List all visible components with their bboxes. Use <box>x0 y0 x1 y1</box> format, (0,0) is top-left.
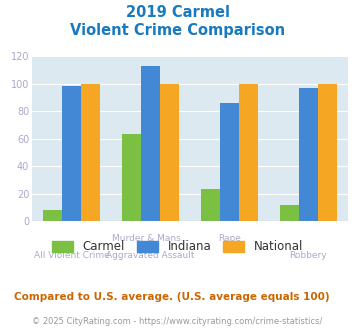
Bar <box>299 88 318 221</box>
Bar <box>318 83 337 221</box>
Text: Robbery: Robbery <box>290 251 327 260</box>
Text: © 2025 CityRating.com - https://www.cityrating.com/crime-statistics/: © 2025 CityRating.com - https://www.city… <box>32 317 323 326</box>
Text: All Violent Crime: All Violent Crime <box>34 251 109 260</box>
Bar <box>220 103 239 221</box>
Text: Compared to U.S. average. (U.S. average equals 100): Compared to U.S. average. (U.S. average … <box>14 292 330 302</box>
Text: 2019 Carmel: 2019 Carmel <box>126 5 229 20</box>
Bar <box>62 86 81 221</box>
Bar <box>81 83 100 221</box>
Bar <box>122 134 141 221</box>
Text: Murder & Mans...: Murder & Mans... <box>112 234 189 243</box>
Bar <box>160 83 179 221</box>
Text: Violent Crime Comparison: Violent Crime Comparison <box>70 23 285 38</box>
Bar <box>141 66 160 221</box>
Text: Aggravated Assault: Aggravated Assault <box>106 251 195 260</box>
Bar <box>239 83 258 221</box>
Legend: Carmel, Indiana, National: Carmel, Indiana, National <box>47 236 308 258</box>
Bar <box>201 189 220 221</box>
Text: Rape: Rape <box>218 234 241 243</box>
Bar <box>43 210 62 221</box>
Bar <box>280 205 299 221</box>
